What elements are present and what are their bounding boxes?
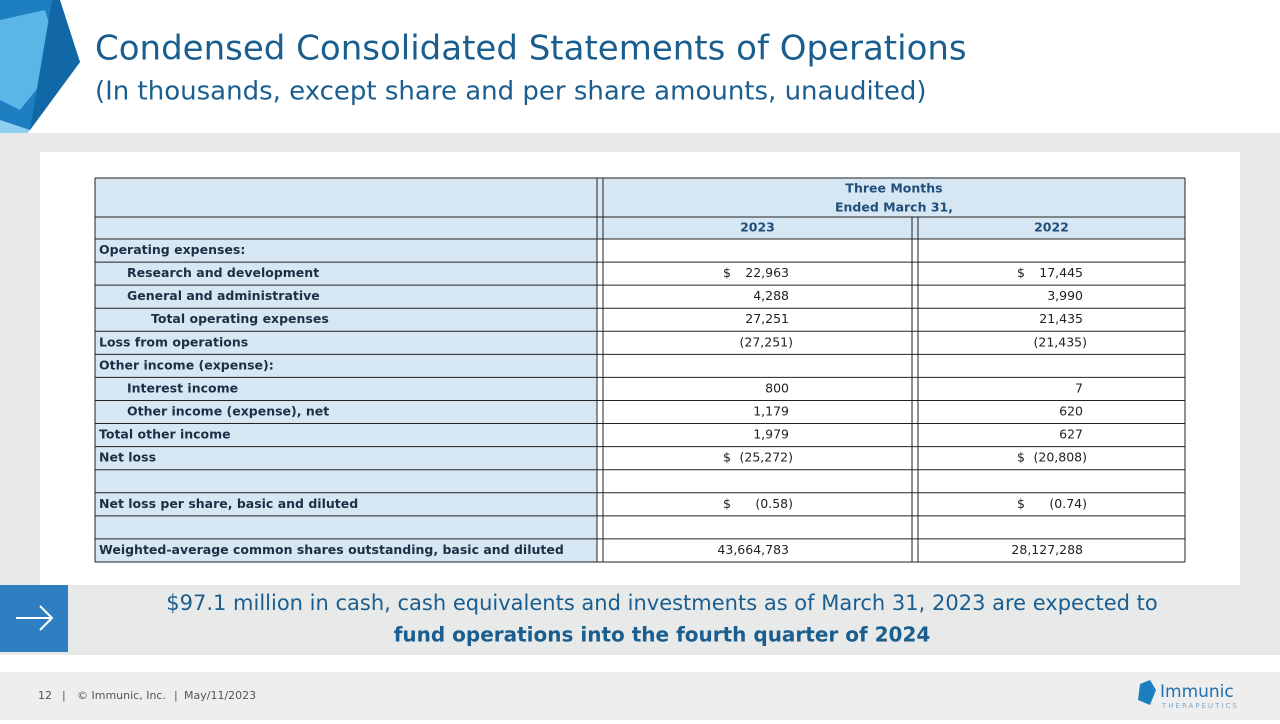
column-header: 2023 xyxy=(740,220,775,235)
logo-sub: THERAPEUTICS xyxy=(1161,702,1239,710)
cell-value: (20,808) xyxy=(1034,450,1088,465)
cell-value: (0.58) xyxy=(755,496,793,511)
cell-value: (27,251) xyxy=(740,334,794,349)
row-label: Other income (expense), net xyxy=(127,404,329,419)
row-label: Weighted-average common shares outstandi… xyxy=(99,542,564,557)
arrow-icon xyxy=(16,605,54,631)
row-label: Net loss xyxy=(99,450,156,465)
period-header: Ended March 31, xyxy=(835,200,953,215)
row-label: Other income (expense): xyxy=(99,357,274,372)
subtitle: (In thousands, except share and per shar… xyxy=(95,77,927,107)
decor xyxy=(30,0,80,130)
row-label: Total operating expenses xyxy=(151,311,329,326)
decor xyxy=(0,10,60,110)
cell-value: 620 xyxy=(1059,404,1083,419)
note-line: fund operations into the fourth quarter … xyxy=(394,623,931,647)
separator: | xyxy=(174,689,178,702)
logo-mark xyxy=(1138,680,1156,705)
separator: | xyxy=(62,689,66,702)
cell-value: 3,990 xyxy=(1047,288,1083,303)
currency: $ xyxy=(1017,450,1025,465)
logo: Immunic xyxy=(1160,682,1234,702)
currency: $ xyxy=(1017,265,1025,280)
cell-value: 27,251 xyxy=(745,311,789,326)
title: Condensed Consolidated Statements of Ope… xyxy=(95,29,967,69)
cell-value: 1,979 xyxy=(753,427,789,442)
row-label: Research and development xyxy=(127,265,319,280)
date: May/11/2023 xyxy=(184,689,256,702)
row-label: Total other income xyxy=(99,427,231,442)
page-number: 12 xyxy=(38,689,52,702)
cell-value: 22,963 xyxy=(745,265,789,280)
cell-value: 627 xyxy=(1059,427,1083,442)
cell-value: 43,664,783 xyxy=(717,542,789,557)
currency: $ xyxy=(723,265,731,280)
cell-value: 7 xyxy=(1075,380,1083,395)
note-line: $97.1 million in cash, cash equivalents … xyxy=(166,591,1158,615)
currency: $ xyxy=(723,496,731,511)
row-label: Loss from operations xyxy=(99,334,248,349)
row-label: General and administrative xyxy=(127,288,320,303)
currency: $ xyxy=(1017,496,1025,511)
column-header: 2022 xyxy=(1034,220,1069,235)
footer-band xyxy=(0,672,1280,720)
cell-value: (0.74) xyxy=(1049,496,1087,511)
row-label: Net loss per share, basic and diluted xyxy=(99,496,358,511)
cell-value: 28,127,288 xyxy=(1011,542,1083,557)
header-fill xyxy=(95,178,1185,239)
cell-value: (21,435) xyxy=(1034,334,1088,349)
cell-value: 4,288 xyxy=(753,288,789,303)
currency: $ xyxy=(723,450,731,465)
row-label: Interest income xyxy=(127,380,238,395)
cell-value: 21,435 xyxy=(1039,311,1083,326)
row-label: Operating expenses: xyxy=(99,242,245,257)
cell-value: 1,179 xyxy=(753,404,789,419)
cell-value: (25,272) xyxy=(740,450,794,465)
period-header: Three Months xyxy=(845,181,942,196)
copyright: © Immunic, Inc. xyxy=(77,689,166,702)
cell-value: 17,445 xyxy=(1039,265,1083,280)
cell-value: 800 xyxy=(765,380,789,395)
